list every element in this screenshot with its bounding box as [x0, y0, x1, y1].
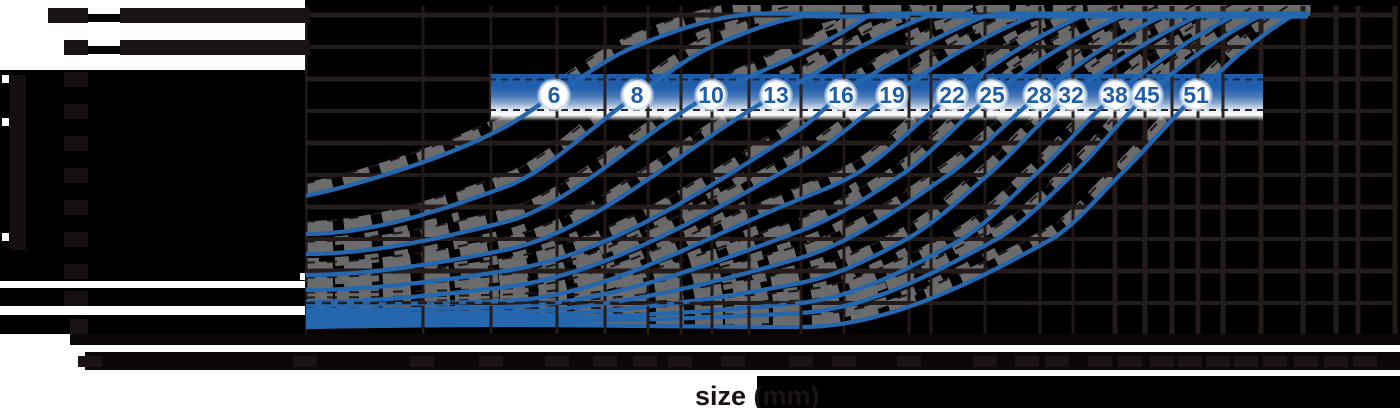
svg-text:51: 51 [1183, 82, 1209, 108]
svg-text:19: 19 [879, 82, 905, 108]
svg-text:38: 38 [1102, 82, 1128, 108]
svg-text:25: 25 [979, 82, 1005, 108]
svg-text:10: 10 [698, 82, 724, 108]
svg-text:8: 8 [631, 82, 644, 108]
svg-text:13: 13 [763, 82, 789, 108]
svg-text:45: 45 [1134, 82, 1160, 108]
svg-text:size (mm): size (mm) [695, 381, 820, 408]
svg-text:28: 28 [1026, 82, 1052, 108]
svg-text:22: 22 [939, 82, 965, 108]
svg-text:32: 32 [1058, 82, 1084, 108]
svg-text:16: 16 [828, 82, 854, 108]
svg-text:6: 6 [548, 82, 561, 108]
